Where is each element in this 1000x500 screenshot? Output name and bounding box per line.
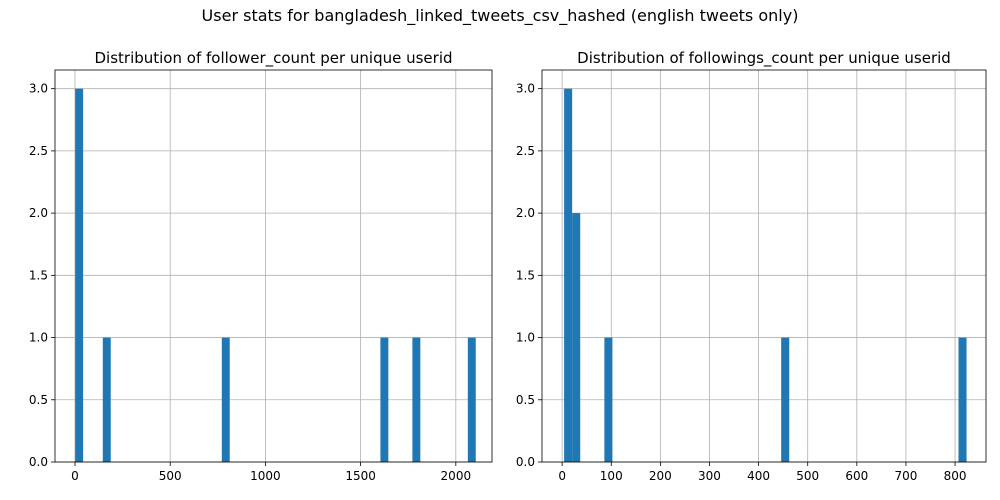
y-tick-label: 2.5 xyxy=(29,144,48,158)
chart-title: Distribution of follower_count per uniqu… xyxy=(94,49,452,68)
y-tick-label: 0.5 xyxy=(29,393,48,407)
x-tick-label: 500 xyxy=(159,469,182,483)
x-tick-label: 0 xyxy=(71,469,79,483)
x-tick-label: 600 xyxy=(845,469,868,483)
bars xyxy=(564,88,967,463)
bars xyxy=(75,88,476,463)
y-tick-label: 1.5 xyxy=(516,268,535,282)
grid-lines xyxy=(542,70,986,463)
y-tick-label: 1.0 xyxy=(29,331,48,345)
histogram-bar xyxy=(958,337,967,462)
x-tick-label: 700 xyxy=(894,469,917,483)
x-tick-label: 800 xyxy=(944,469,967,483)
histogram-bar xyxy=(102,337,111,462)
x-tick-label: 500 xyxy=(796,469,819,483)
y-tick-label: 3.0 xyxy=(29,82,48,96)
axes: 0 500 1000 1500 2000 0.0 0.5 1.0 1.5 2.0 2.5 3.0 Dis… xyxy=(29,49,493,483)
x-tick-label: 2000 xyxy=(441,469,472,483)
axes: 0 100 200 300 400 500 600 700 800 0.0 0.5 1.0 1.5 2.0… xyxy=(516,49,987,483)
x-tick-label: 300 xyxy=(698,469,721,483)
histogram-bar xyxy=(572,213,581,462)
y-tick-label: 1.0 xyxy=(516,331,535,345)
grid-lines xyxy=(55,70,492,463)
histogram-bar xyxy=(564,88,573,463)
y-tick-label: 2.0 xyxy=(516,206,535,220)
histogram-bar xyxy=(467,337,476,462)
y-tick-label: 0.0 xyxy=(29,455,48,469)
figure-title: User stats for bangladesh_linked_tweets_… xyxy=(201,6,799,25)
axes-frame xyxy=(54,69,493,463)
y-tick-label: 2.0 xyxy=(29,206,48,220)
x-tick-label: 1000 xyxy=(250,469,281,483)
x-tick-label: 200 xyxy=(649,469,672,483)
y-tick-label: 2.5 xyxy=(516,144,535,158)
histogram-bar xyxy=(604,337,613,462)
chart-title: Distribution of followings_count per uni… xyxy=(577,49,951,68)
x-tick-label: 1500 xyxy=(345,469,376,483)
axes-frame xyxy=(541,69,987,463)
histogram-bar xyxy=(221,337,230,462)
y-tick-label: 0.0 xyxy=(516,455,535,469)
histogram-bar xyxy=(380,337,389,462)
x-tick-label: 400 xyxy=(747,469,770,483)
x-tick-label: 0 xyxy=(558,469,566,483)
histogram-bar xyxy=(781,337,790,462)
x-tick-label: 100 xyxy=(600,469,623,483)
y-tick-label: 3.0 xyxy=(516,82,535,96)
histogram-bar xyxy=(412,337,421,462)
y-tick-label: 0.5 xyxy=(516,393,535,407)
y-tick-label: 1.5 xyxy=(29,268,48,282)
histogram-bar xyxy=(75,88,84,463)
